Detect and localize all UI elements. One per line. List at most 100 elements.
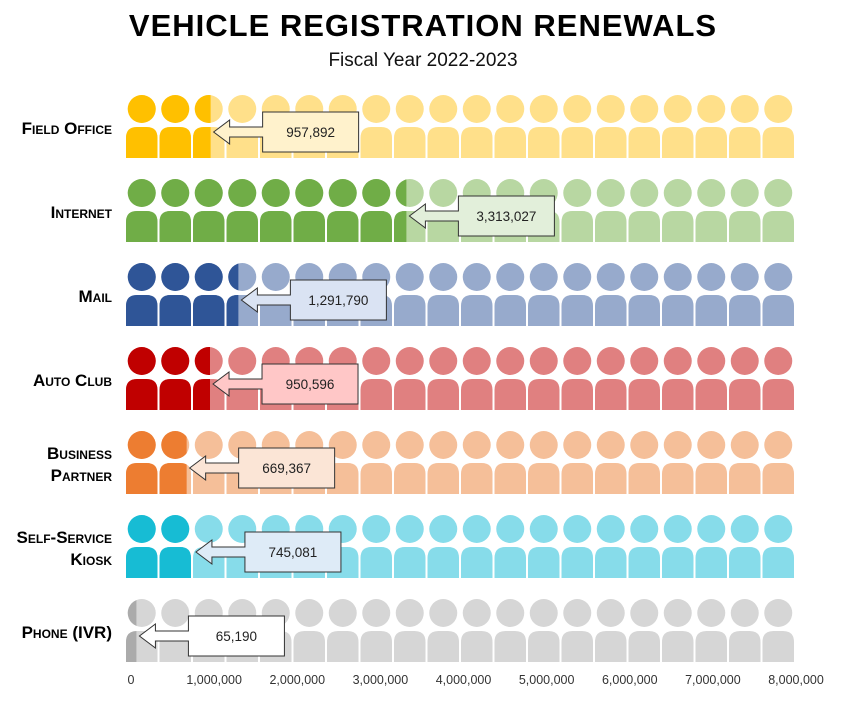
person-icon bbox=[494, 431, 526, 494]
person-body bbox=[494, 463, 526, 494]
person-head bbox=[127, 347, 156, 375]
person-body bbox=[628, 295, 660, 326]
person-body bbox=[662, 547, 694, 578]
person-head bbox=[429, 95, 458, 123]
person-icon bbox=[695, 179, 727, 242]
person-head bbox=[630, 515, 659, 543]
person-body bbox=[293, 631, 325, 662]
person-head bbox=[127, 263, 156, 291]
person-body bbox=[394, 211, 407, 242]
person-body bbox=[461, 463, 493, 494]
person-icon bbox=[126, 263, 158, 326]
person-icon bbox=[394, 263, 426, 326]
person-icon bbox=[595, 599, 627, 662]
person-body bbox=[561, 631, 593, 662]
person-body bbox=[628, 379, 660, 410]
person-head bbox=[161, 599, 190, 627]
person-body bbox=[226, 211, 258, 242]
person-body bbox=[193, 295, 225, 326]
person-icon bbox=[293, 599, 325, 662]
value-label: 669,367 bbox=[262, 461, 311, 476]
person-head bbox=[730, 179, 759, 207]
person-head bbox=[328, 179, 357, 207]
person-body bbox=[662, 379, 694, 410]
person-head bbox=[730, 431, 759, 459]
person-icon bbox=[628, 95, 660, 158]
person-head bbox=[697, 599, 726, 627]
category-row: Internet 3,313,027 bbox=[51, 179, 794, 242]
person-icon bbox=[293, 179, 325, 242]
person-head bbox=[596, 179, 625, 207]
person-body bbox=[662, 211, 694, 242]
person-icon bbox=[595, 179, 627, 242]
person-icon bbox=[360, 179, 392, 242]
person-icon bbox=[729, 515, 761, 578]
chart-title: VEHICLE REGISTRATION RENEWALS bbox=[128, 8, 718, 43]
person-icon bbox=[729, 263, 761, 326]
category-label-line: Phone (IVR) bbox=[22, 623, 112, 642]
x-tick-label: 3,000,000 bbox=[353, 673, 409, 687]
person-head bbox=[228, 95, 257, 123]
person-head bbox=[596, 515, 625, 543]
person-body bbox=[461, 631, 493, 662]
person-head bbox=[563, 179, 592, 207]
person-icon bbox=[494, 515, 526, 578]
person-body bbox=[628, 631, 660, 662]
person-body bbox=[561, 211, 593, 242]
person-head bbox=[730, 347, 759, 375]
person-icons-background bbox=[126, 263, 794, 326]
person-head bbox=[395, 95, 424, 123]
value-label: 957,892 bbox=[286, 125, 335, 140]
person-body bbox=[662, 127, 694, 158]
person-body bbox=[762, 631, 794, 662]
person-head bbox=[764, 179, 793, 207]
person-body bbox=[360, 631, 392, 662]
person-body bbox=[528, 127, 560, 158]
person-body bbox=[494, 631, 526, 662]
person-head bbox=[395, 431, 424, 459]
category-row: Business Partner 669,367 bbox=[47, 431, 794, 494]
person-icon bbox=[193, 95, 211, 158]
person-body bbox=[126, 295, 158, 326]
category-label-line: Partner bbox=[51, 466, 113, 485]
person-body bbox=[427, 295, 459, 326]
x-tick-label: 5,000,000 bbox=[519, 673, 575, 687]
category-label: Auto Club bbox=[33, 371, 112, 390]
person-body bbox=[762, 127, 794, 158]
person-icon bbox=[394, 599, 426, 662]
person-head bbox=[127, 515, 156, 543]
person-icon bbox=[729, 179, 761, 242]
person-icon bbox=[193, 263, 225, 326]
person-head bbox=[362, 599, 391, 627]
person-body bbox=[461, 295, 493, 326]
person-head bbox=[161, 179, 190, 207]
person-body bbox=[729, 211, 761, 242]
person-body bbox=[561, 295, 593, 326]
person-icon bbox=[695, 95, 727, 158]
category-row: Phone (IVR) 65,190 bbox=[22, 599, 794, 662]
person-head bbox=[228, 263, 239, 291]
person-body bbox=[394, 547, 426, 578]
person-body bbox=[427, 547, 459, 578]
person-head bbox=[563, 515, 592, 543]
person-body bbox=[595, 211, 627, 242]
x-tick-label: 0 bbox=[128, 673, 135, 687]
person-icon bbox=[494, 263, 526, 326]
person-icon bbox=[762, 347, 794, 410]
category-label-line: Kiosk bbox=[70, 550, 112, 569]
person-body bbox=[360, 379, 392, 410]
person-body bbox=[427, 631, 459, 662]
person-head bbox=[596, 599, 625, 627]
person-icon bbox=[762, 599, 794, 662]
person-body bbox=[595, 547, 627, 578]
person-icon bbox=[662, 179, 694, 242]
person-icon bbox=[394, 179, 407, 242]
person-icon bbox=[729, 431, 761, 494]
person-head bbox=[429, 347, 458, 375]
person-icon bbox=[628, 179, 660, 242]
person-head bbox=[429, 263, 458, 291]
person-icon bbox=[662, 347, 694, 410]
person-head bbox=[663, 347, 692, 375]
person-head bbox=[529, 95, 558, 123]
